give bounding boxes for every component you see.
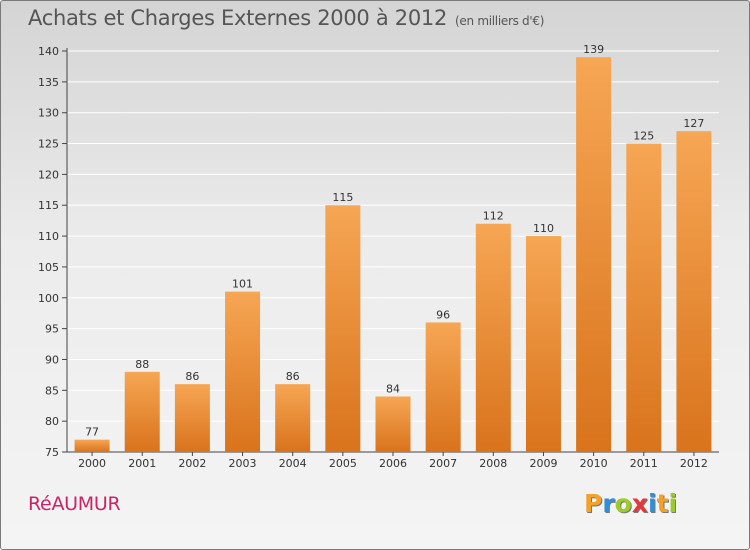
labels: 75 80 85 90 95 100 105 110 115 120 125 130 135 140 77 2… xyxy=(38,43,708,470)
x-tick-label: 2007 xyxy=(429,457,457,470)
bar xyxy=(626,143,662,453)
y-tick-label: 125 xyxy=(38,138,59,151)
data-label: 86 xyxy=(185,370,199,383)
y-tick-label: 80 xyxy=(45,415,59,428)
data-label: 88 xyxy=(135,358,149,371)
y-tick-label: 110 xyxy=(38,230,59,243)
x-tick-label: 2003 xyxy=(229,457,257,470)
chart-title: Achats et Charges Externes 2000 à 2012 (e… xyxy=(28,6,544,30)
proxiti-logo[interactable]: Proxiti xyxy=(584,489,677,518)
bar xyxy=(475,223,511,452)
x-tick-label: 2002 xyxy=(178,457,206,470)
logo-letter: x xyxy=(631,489,648,518)
gridlines xyxy=(67,50,719,422)
data-label: 96 xyxy=(436,308,450,321)
x-tick-label: 2011 xyxy=(630,457,658,470)
bar xyxy=(74,439,110,452)
y-tick-label: 90 xyxy=(45,353,59,366)
y-tick-label: 140 xyxy=(38,45,59,58)
logo-letter: t xyxy=(656,489,669,518)
data-label: 139 xyxy=(583,43,604,56)
data-label: 127 xyxy=(683,117,704,130)
bar xyxy=(375,396,411,452)
commune-name: RéAUMUR xyxy=(28,493,121,515)
x-tick-label: 2010 xyxy=(580,457,608,470)
bar xyxy=(124,371,160,452)
data-label: 84 xyxy=(386,382,400,395)
x-tick-label: 2001 xyxy=(128,457,156,470)
y-tick-label: 120 xyxy=(38,168,59,181)
bar xyxy=(275,384,311,452)
y-tick-label: 75 xyxy=(45,446,59,459)
data-label: 115 xyxy=(332,191,353,204)
data-label: 86 xyxy=(286,370,300,383)
data-label: 77 xyxy=(85,426,99,439)
y-tick-label: 115 xyxy=(38,199,59,212)
x-tick-label: 2004 xyxy=(279,457,307,470)
y-tick-label: 135 xyxy=(38,76,59,89)
y-tick-label: 100 xyxy=(38,292,59,305)
logo-letter: i xyxy=(648,489,657,518)
logo-letter: i xyxy=(668,489,678,518)
logo-letter: o xyxy=(614,489,632,518)
x-tick-label: 2005 xyxy=(329,457,357,470)
x-tick-label: 2000 xyxy=(78,457,106,470)
data-label: 101 xyxy=(232,278,253,291)
x-tick-label: 2008 xyxy=(479,457,507,470)
logo-letter: P xyxy=(584,489,603,518)
bar xyxy=(174,384,210,452)
bar xyxy=(325,205,361,452)
bar xyxy=(225,291,261,452)
bar xyxy=(576,57,612,453)
chart-unit: (en milliers d'€) xyxy=(455,14,545,28)
chart-title-text: Achats et Charges Externes 2000 à 2012 xyxy=(28,6,448,30)
y-tick-label: 130 xyxy=(38,107,59,120)
bar xyxy=(525,236,561,452)
x-tick-label: 2012 xyxy=(680,457,708,470)
y-tick-label: 105 xyxy=(38,261,59,274)
y-tick-label: 85 xyxy=(45,384,59,397)
data-label: 112 xyxy=(483,210,504,223)
data-label: 110 xyxy=(533,222,554,235)
logo-letter: r xyxy=(602,489,615,518)
x-tick-label: 2009 xyxy=(529,457,557,470)
bar xyxy=(676,131,712,452)
bar xyxy=(425,322,461,452)
bars xyxy=(74,57,712,453)
x-tick-label: 2006 xyxy=(379,457,407,470)
data-label: 125 xyxy=(633,130,654,143)
y-tick-label: 95 xyxy=(45,323,59,336)
